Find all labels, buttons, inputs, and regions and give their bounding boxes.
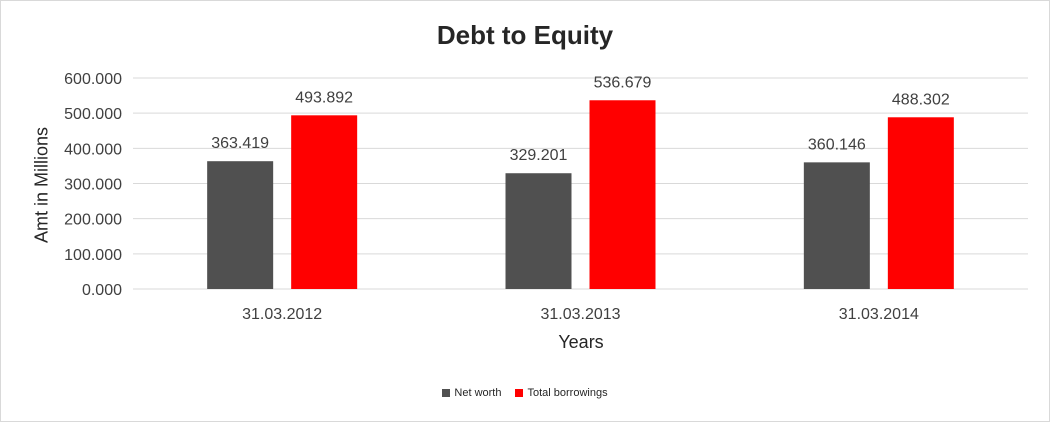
y-tick-label: 100.000 — [64, 247, 122, 264]
y-tick-label: 400.000 — [64, 141, 122, 158]
x-tick-label: 31.03.2014 — [839, 306, 919, 323]
bar — [887, 117, 954, 290]
legend: Net worth Total borrowings — [0, 387, 1050, 399]
bar — [505, 173, 572, 289]
data-label: 363.419 — [211, 135, 269, 152]
data-label: 360.146 — [808, 136, 866, 153]
y-tick-label: 300.000 — [64, 177, 122, 194]
y-tick-label: 600.000 — [64, 71, 122, 88]
legend-label-net-worth: Net worth — [454, 387, 502, 399]
chart-title: Debt to Equity — [436, 20, 614, 50]
legend-swatch-total-borrowings — [515, 389, 524, 397]
legend-label-total-borrowings: Total borrowings — [527, 387, 608, 399]
bar — [589, 100, 656, 289]
x-tick-label: 31.03.2012 — [242, 306, 322, 323]
y-tick-label: 200.000 — [64, 212, 122, 229]
x-tick-label: 31.03.2013 — [540, 306, 620, 323]
legend-item-total-borrowings: Total borrowings — [515, 387, 608, 399]
y-tick-label: 0.000 — [82, 282, 122, 299]
bar — [803, 162, 870, 289]
data-label: 488.302 — [892, 91, 950, 108]
bar — [207, 161, 274, 289]
data-label: 536.679 — [594, 74, 652, 91]
data-label: 493.892 — [295, 89, 353, 106]
legend-item-net-worth: Net worth — [442, 387, 501, 399]
y-tick-label: 500.000 — [64, 106, 122, 123]
x-axis-label: Years — [558, 332, 604, 352]
legend-swatch-net-worth — [442, 389, 451, 397]
bar — [291, 115, 358, 290]
data-label: 329.201 — [510, 147, 568, 164]
